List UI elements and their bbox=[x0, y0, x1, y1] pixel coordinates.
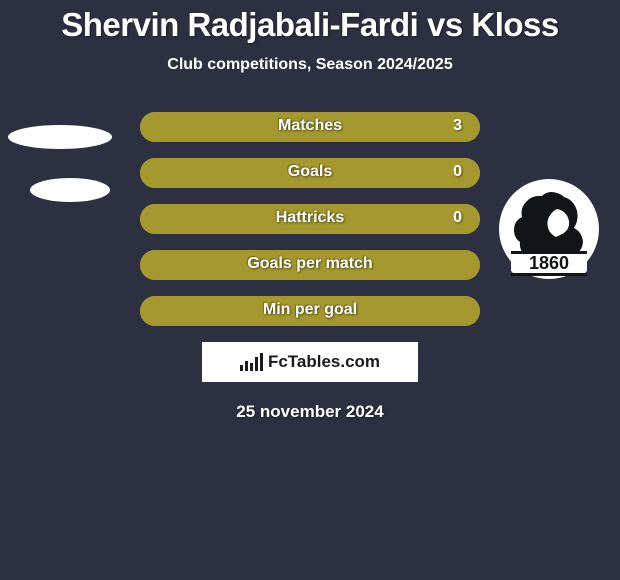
club-crest-1860: 1860 bbox=[499, 175, 599, 283]
stat-value-right: 0 bbox=[453, 163, 462, 181]
stat-label: Min per goal bbox=[140, 301, 480, 319]
subtitle: Club competitions, Season 2024/2025 bbox=[0, 56, 620, 74]
fctables-logo: FcTables.com bbox=[202, 342, 418, 382]
snapshot-date: 25 november 2024 bbox=[0, 402, 620, 422]
svg-text:1860: 1860 bbox=[529, 253, 569, 273]
stat-label: Goals bbox=[140, 163, 480, 181]
stat-row: Matches3 bbox=[140, 112, 480, 142]
stat-row: Goals0 bbox=[140, 158, 480, 188]
stat-label: Goals per match bbox=[140, 255, 480, 273]
page-title: Shervin Radjabali-Fardi vs Kloss bbox=[0, 0, 620, 44]
stat-row: Hattricks0 bbox=[140, 204, 480, 234]
comparison-infographic: Shervin Radjabali-Fardi vs Kloss Club co… bbox=[0, 0, 620, 580]
stat-value-right: 3 bbox=[453, 117, 462, 135]
stat-value-right: 0 bbox=[453, 209, 462, 227]
bar-chart-icon bbox=[240, 353, 263, 371]
left-badge-placeholder-1 bbox=[8, 125, 112, 149]
stat-row: Min per goal bbox=[140, 296, 480, 326]
stat-row: Goals per match bbox=[140, 250, 480, 280]
stat-label: Hattricks bbox=[140, 209, 480, 227]
stat-label: Matches bbox=[140, 117, 480, 135]
logo-text: FcTables.com bbox=[268, 352, 380, 372]
left-badge-placeholder-2 bbox=[30, 178, 110, 202]
